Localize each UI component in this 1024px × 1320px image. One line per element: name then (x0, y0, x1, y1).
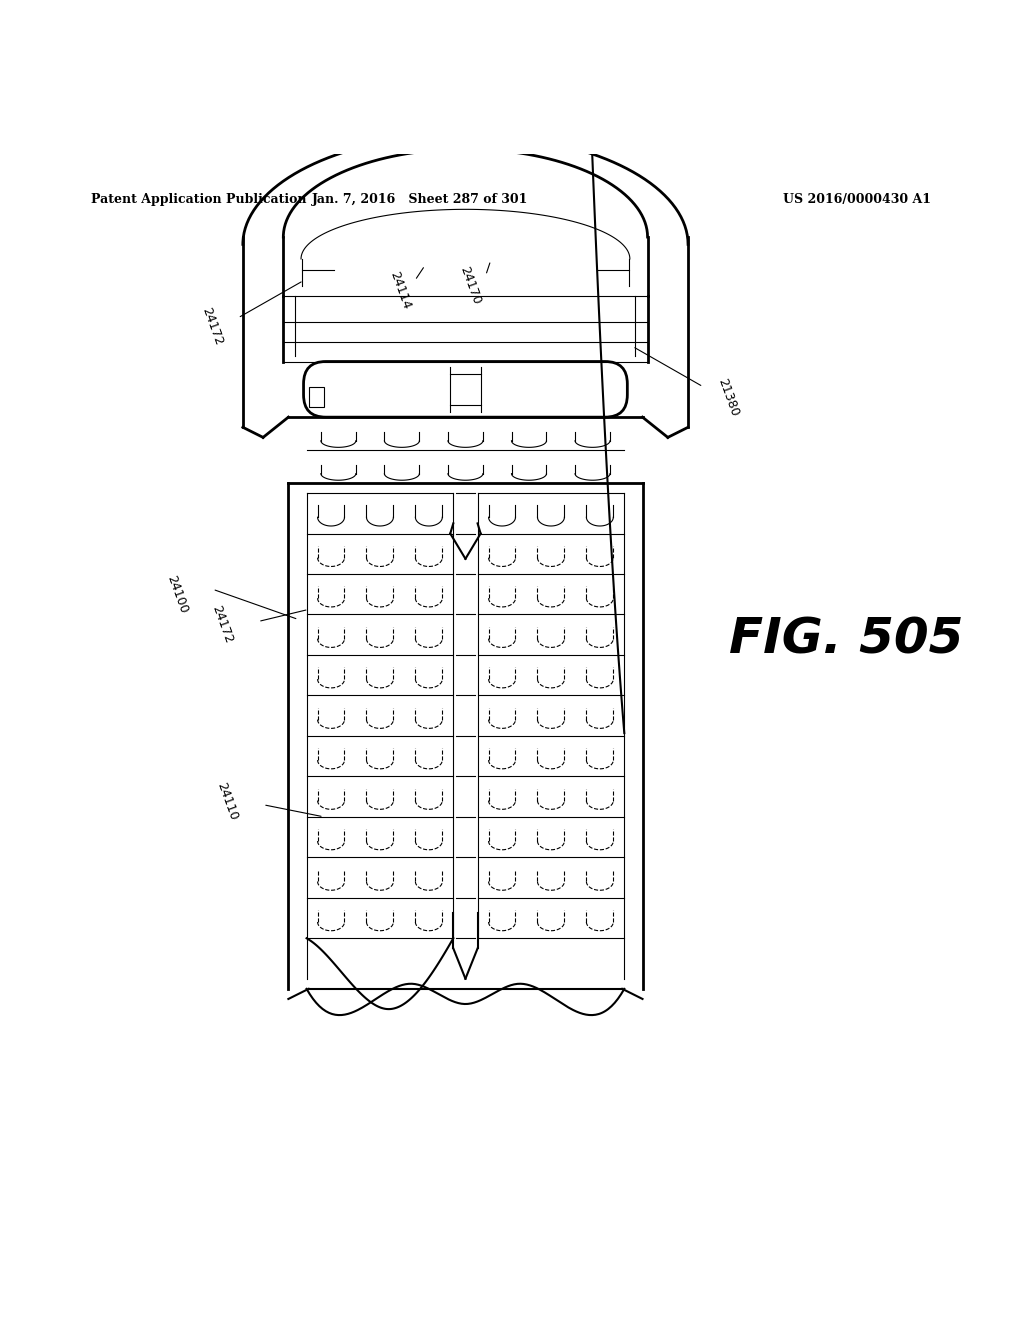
Text: Jan. 7, 2016   Sheet 287 of 301: Jan. 7, 2016 Sheet 287 of 301 (311, 193, 528, 206)
Text: FIG. 505: FIG. 505 (728, 615, 963, 664)
Text: 24172: 24172 (200, 305, 225, 347)
Text: 24100: 24100 (164, 573, 190, 615)
Text: US 2016/0000430 A1: US 2016/0000430 A1 (783, 193, 931, 206)
Text: Patent Application Publication: Patent Application Publication (91, 193, 306, 206)
Text: 24170: 24170 (458, 265, 483, 306)
Text: 21380: 21380 (716, 376, 741, 417)
Text: 24110: 24110 (215, 781, 241, 822)
Text: 24114: 24114 (387, 271, 413, 312)
Text: 24172: 24172 (210, 603, 236, 645)
